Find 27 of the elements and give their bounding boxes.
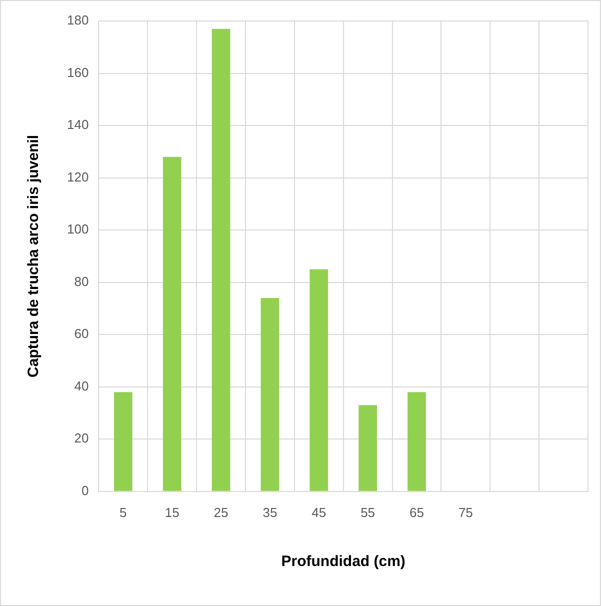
x-tick-label: 35 (262, 504, 278, 520)
y-tick-label: 40 (74, 378, 89, 394)
y-tick-label: 160 (66, 64, 89, 80)
x-tick-label: 75 (458, 504, 473, 520)
y-tick-label: 0 (81, 482, 89, 498)
y-axis-title: Captura de trucha arco iris juvenil (25, 134, 42, 378)
x-tick-label: 45 (312, 504, 326, 520)
y-tick-label: 120 (66, 169, 89, 184)
y-tick-label: 180 (66, 12, 89, 28)
y-tick-label: 140 (66, 117, 89, 132)
y-tick-label: 80 (74, 274, 89, 289)
y-tick-label: 60 (74, 326, 89, 342)
x-tick-label: 15 (164, 504, 180, 520)
x-tick-label: 5 (120, 504, 127, 520)
x-axis-title: Profundidad (cm) (281, 553, 406, 570)
bar (358, 405, 377, 491)
bar (310, 269, 328, 491)
y-tick-label: 20 (74, 430, 89, 446)
bar (114, 392, 132, 491)
bar (162, 156, 182, 491)
x-tick-label: 25 (214, 504, 228, 520)
x-tick-label: 55 (360, 504, 376, 520)
y-tick-label: 100 (66, 222, 89, 237)
bar (260, 298, 280, 491)
bar (408, 392, 426, 491)
bar (212, 28, 230, 491)
x-tick-label: 65 (410, 504, 424, 520)
